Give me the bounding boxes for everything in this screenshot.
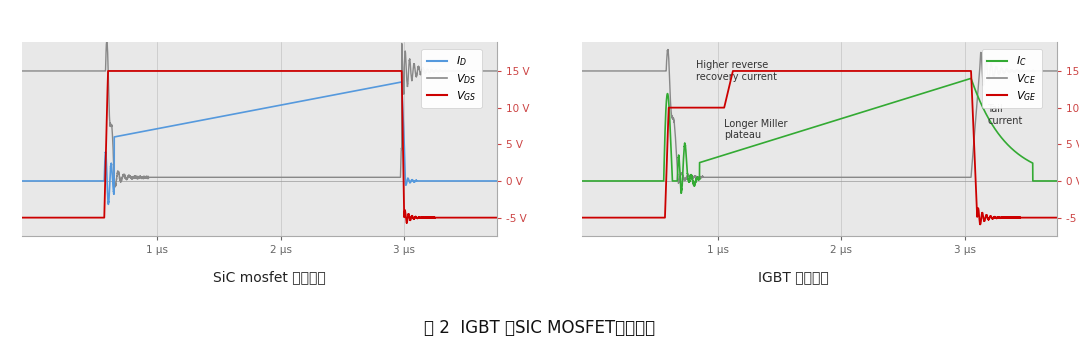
Legend: $I_D$, $V_{DS}$, $V_{GS}$: $I_D$, $V_{DS}$, $V_{GS}$ [422,49,481,108]
Text: Tail
current: Tail current [987,104,1023,126]
Legend: $I_C$, $V_{CE}$, $V_{GE}$: $I_C$, $V_{CE}$, $V_{GE}$ [982,49,1042,108]
Text: 图 2  IGBT 和SIC MOSFET开关特性: 图 2 IGBT 和SIC MOSFET开关特性 [424,319,655,337]
Text: SiC mosfet 开关特性: SiC mosfet 开关特性 [214,271,326,285]
Text: IGBT 开关特性: IGBT 开关特性 [757,271,829,285]
Text: Higher reverse
recovery current: Higher reverse recovery current [696,60,777,82]
Text: Longer Miller
plateau: Longer Miller plateau [724,119,788,140]
